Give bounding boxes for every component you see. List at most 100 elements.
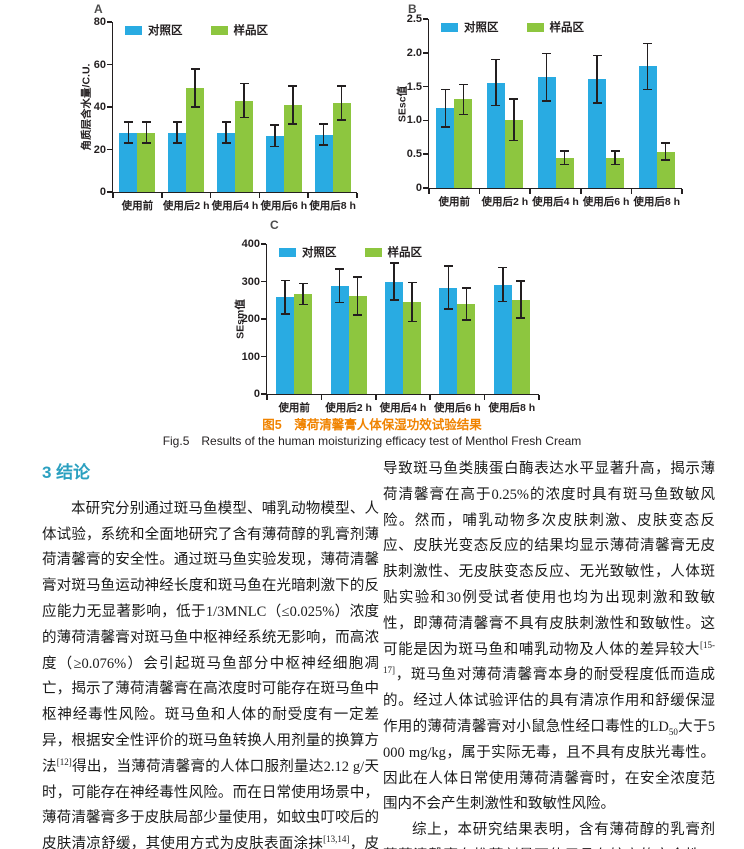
y-tick-label: 2.0 (406, 46, 422, 59)
body-paragraph: 综上，本研究结果表明，含有薄荷醇的乳膏剂薄荷清馨膏在推荐剂量下使用具有较高的安全… (383, 822, 715, 849)
error-bar-cap (239, 82, 249, 85)
error-bar (302, 283, 304, 305)
error-bar-cap (389, 299, 399, 302)
x-tick-label: 使用后8 h (488, 402, 536, 414)
y-tick-mark (423, 187, 428, 189)
error-bar (563, 150, 566, 165)
bar-样品区 (332, 102, 351, 192)
y-tick-label: 0 (253, 388, 260, 400)
error-bar-cap (440, 88, 450, 91)
error-bar (127, 121, 130, 144)
legend-swatch-icon (210, 25, 228, 35)
legend-label: 对照区 (148, 25, 183, 37)
y-tick-label: 100 (241, 350, 260, 363)
error-bar (646, 43, 649, 90)
x-tick-mark (538, 395, 540, 400)
error-bar-cap (592, 54, 602, 57)
bar-样品区 (283, 104, 302, 192)
legend-swatch-icon (526, 22, 544, 32)
y-tick-mark (261, 280, 266, 283)
error-bar-cap (458, 113, 468, 116)
y-tick-mark (261, 243, 266, 245)
x-tick-mark (483, 395, 486, 400)
x-tick-mark (209, 193, 212, 198)
citation-superscript: [13,14] (323, 834, 350, 845)
y-axis-label: 角质层含水量/C.U. (80, 63, 93, 151)
y-tick-mark (423, 119, 428, 122)
error-bar (243, 83, 245, 118)
bar-对照区 (638, 66, 657, 188)
error-bar (356, 277, 359, 316)
error-bar-cap (407, 281, 417, 284)
body-paragraph: 导致斑马鱼类胰蛋白酶表达水平显著升高，揭示薄荷清馨膏在高于0.25%的浓度时具有… (383, 461, 716, 813)
error-bar-cap (509, 97, 519, 100)
x-tick-mark (356, 193, 358, 198)
bar-对照区 (119, 132, 138, 192)
bar-对照区 (314, 134, 333, 192)
error-bar (462, 84, 465, 115)
error-bar-cap (190, 106, 200, 108)
x-tick-label: 使用后8 h (633, 196, 681, 208)
panel-letter: B (408, 2, 417, 16)
bar-对照区 (385, 281, 403, 394)
x-tick-label: 使用后2 h (481, 196, 529, 208)
y-axis-label: SEsc值 (396, 85, 409, 122)
y-tick-label: 20 (93, 143, 106, 156)
legend-swatch-icon (364, 247, 382, 257)
x-tick-mark (580, 189, 582, 194)
x-tick-label: 使用前 (438, 196, 471, 208)
legend-swatch-icon (279, 247, 296, 257)
bar-对照区 (330, 285, 349, 394)
x-tick-mark (307, 193, 309, 198)
x-tick-label: 使用前 (278, 402, 310, 414)
error-bar-cap (353, 276, 363, 278)
error-bar-cap (592, 102, 602, 104)
error-bar-cap (443, 308, 453, 311)
error-bar-cap (172, 121, 182, 123)
x-tick-label: 使用后8 h (309, 200, 356, 212)
error-bar-cap (516, 279, 526, 282)
y-tick-mark (423, 18, 428, 20)
bar-样品区 (186, 87, 205, 192)
error-bar-cap (542, 99, 551, 102)
error-bar-cap (335, 267, 345, 270)
error-bar (664, 142, 667, 161)
y-tick-label: 400 (241, 238, 260, 250)
y-axis-label: SEsm值 (234, 299, 247, 339)
error-bar (274, 125, 276, 147)
bar-对照区 (588, 79, 607, 188)
error-bar (520, 280, 522, 319)
x-tick-mark (429, 395, 431, 400)
bar-样品区 (294, 293, 313, 394)
x-tick-mark (258, 193, 261, 198)
error-bar-cap (610, 150, 620, 152)
legend-item: 对照区 (125, 22, 183, 38)
x-tick-label: 使用后4 h (379, 402, 427, 414)
error-bar-cap (407, 320, 417, 323)
plot-area: 0 0.5 1.0 1.5 2.0 2.5 使用前 使用后2 h 使用后4 h 使用后6 h 使用后… (407, 13, 683, 208)
legend-item: 样品区 (526, 19, 584, 35)
error-bar-cap (498, 266, 508, 269)
error-bar-cap (661, 159, 671, 162)
error-bar-cap (172, 142, 182, 144)
y-tick-label: 1.0 (406, 114, 422, 127)
error-bar-cap (610, 163, 620, 166)
error-bar (545, 53, 548, 101)
bar-样品区 (348, 296, 367, 394)
error-bar-cap (461, 318, 471, 321)
error-bar (322, 124, 325, 146)
bar-对照区 (217, 132, 235, 192)
y-tick-label: 0 (99, 186, 106, 198)
y-tick-mark (107, 21, 112, 23)
error-bar (465, 288, 468, 320)
bar-对照区 (537, 77, 556, 188)
bar-样品区 (606, 157, 625, 188)
chart-legend: 对照区 样品区 (125, 22, 268, 38)
error-bar (447, 265, 450, 310)
bar-对照区 (439, 287, 458, 394)
column-left-paragraphs: 本研究分别通过斑马鱼模型、哺乳动物模型、人体试验，系统和全面地研究了含有薄荷醇的… (42, 497, 379, 849)
error-bar-cap (270, 124, 280, 126)
citation-superscript: [12] (56, 756, 72, 767)
y-tick-label: 80 (93, 16, 106, 28)
x-tick-label: 使用后6 h (260, 200, 308, 212)
